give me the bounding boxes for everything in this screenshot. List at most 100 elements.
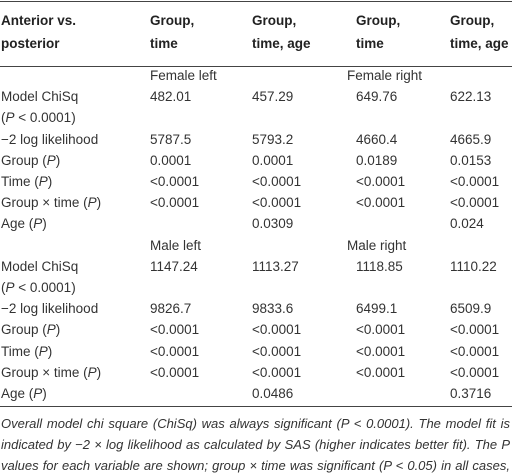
label-part: P bbox=[5, 280, 15, 295]
cell: 9826.7 bbox=[150, 301, 192, 317]
label-part: −2 log likelihood bbox=[1, 131, 99, 147]
header-cell: Group, bbox=[356, 13, 401, 28]
label-part: ) bbox=[42, 386, 47, 401]
cell: <0.0001 bbox=[356, 364, 406, 380]
label-part: ) bbox=[47, 174, 53, 189]
cell: 1110.22 bbox=[450, 258, 497, 274]
label-part: Model ChiSq bbox=[1, 258, 79, 274]
row-label: −2 log likelihood bbox=[1, 132, 98, 148]
label-part: Time ( bbox=[1, 343, 39, 359]
cell: <0.0001 bbox=[356, 343, 406, 359]
cell: <0.0001 bbox=[150, 364, 200, 380]
cell: <0.0001 bbox=[450, 174, 500, 189]
cell: 0.024 bbox=[450, 216, 484, 232]
cell: 4660.4 bbox=[356, 131, 398, 147]
cell: 1147.24 bbox=[150, 258, 198, 274]
cell: <0.0001 bbox=[252, 322, 302, 338]
cell: 0.0001 bbox=[150, 152, 192, 168]
cell: <0.0001 bbox=[450, 195, 500, 211]
label-part: ) bbox=[96, 364, 102, 380]
cell: 0.3716 bbox=[450, 386, 492, 401]
cell: 1113.27 bbox=[252, 258, 299, 274]
label-part: ) bbox=[55, 152, 61, 168]
label-part: ) bbox=[55, 322, 61, 338]
label-part: ) bbox=[47, 343, 53, 359]
label-part: −2 log likelihood bbox=[1, 301, 99, 317]
label-part: Group ( bbox=[1, 152, 47, 168]
label-part: ( bbox=[1, 110, 6, 126]
row-label: (P < 0.0001) bbox=[1, 110, 76, 126]
cell: <0.0001 bbox=[150, 195, 200, 211]
section-label: Male left bbox=[150, 237, 202, 253]
cell: 0.0189 bbox=[356, 152, 398, 168]
label-part: ( bbox=[1, 280, 6, 295]
label-part: Age ( bbox=[1, 386, 34, 401]
header-cell: Group, bbox=[252, 13, 297, 28]
label-part: P bbox=[46, 322, 56, 338]
cell: 622.13 bbox=[450, 89, 492, 105]
cell: 5793.2 bbox=[252, 131, 294, 147]
label-part: Age ( bbox=[1, 216, 34, 232]
cell: 649.76 bbox=[356, 89, 398, 105]
row-label: Group (P) bbox=[1, 322, 60, 338]
label-part: P bbox=[33, 216, 43, 232]
cell: <0.0001 bbox=[150, 174, 200, 189]
row-label: Age (P) bbox=[1, 386, 47, 402]
cell: 457.29 bbox=[252, 89, 294, 105]
section-label: Male right bbox=[347, 237, 407, 253]
label-part: P bbox=[38, 343, 48, 359]
cell: <0.0001 bbox=[252, 195, 302, 211]
cell: 0.0153 bbox=[450, 152, 492, 168]
row-label: Model ChiSq bbox=[1, 89, 78, 105]
cell: <0.0001 bbox=[252, 174, 302, 189]
row-label: (P < 0.0001) bbox=[1, 280, 76, 296]
label-part: P bbox=[33, 386, 43, 401]
cell: 4665.9 bbox=[450, 131, 492, 147]
header-cell: time, age bbox=[450, 36, 509, 51]
bottom-rule bbox=[0, 406, 512, 407]
row-label: Group (P) bbox=[1, 153, 60, 169]
row-label: Group × time (P) bbox=[1, 365, 101, 381]
cell: 9833.6 bbox=[252, 301, 294, 317]
header-rule bbox=[0, 66, 512, 67]
label-part: Model ChiSq bbox=[1, 89, 79, 105]
cell: 5787.5 bbox=[150, 131, 192, 147]
cell: 482.01 bbox=[150, 89, 192, 105]
label-part: Group × time ( bbox=[1, 195, 88, 211]
cell: <0.0001 bbox=[356, 322, 406, 338]
header-cell: Group, bbox=[450, 13, 495, 28]
label-part: P bbox=[5, 110, 15, 126]
header-cell: Anterior vs. bbox=[1, 13, 77, 28]
footnote: Overall model chi square (ChiSq) was alw… bbox=[1, 416, 510, 473]
top-rule bbox=[0, 1, 512, 2]
cell: 0.0001 bbox=[252, 152, 294, 168]
cell: <0.0001 bbox=[150, 343, 200, 359]
label-part: P bbox=[87, 364, 97, 380]
row-label: Time (P) bbox=[1, 174, 52, 190]
header-cell: Group, bbox=[150, 13, 195, 28]
label-part: < 0.0001) bbox=[14, 280, 76, 295]
cell: <0.0001 bbox=[356, 195, 406, 211]
cell: <0.0001 bbox=[450, 322, 500, 338]
cell: <0.0001 bbox=[252, 364, 302, 380]
label-part: < 0.0001) bbox=[14, 110, 76, 126]
header-cell: time bbox=[356, 36, 384, 51]
cell: <0.0001 bbox=[356, 174, 406, 189]
label-part: P bbox=[87, 195, 97, 211]
cell: 6509.9 bbox=[450, 301, 492, 317]
cell: <0.0001 bbox=[450, 343, 500, 359]
cell: 0.0309 bbox=[252, 216, 294, 232]
cell: <0.0001 bbox=[252, 343, 302, 359]
row-label: Time (P) bbox=[1, 344, 52, 360]
row-label: Group × time (P) bbox=[1, 195, 101, 211]
cell: <0.0001 bbox=[450, 364, 500, 380]
label-part: P bbox=[46, 152, 56, 168]
header-cell: time, age bbox=[252, 36, 311, 51]
label-part: ) bbox=[96, 195, 102, 211]
header-cell: time bbox=[150, 36, 178, 51]
cell: <0.0001 bbox=[150, 322, 200, 338]
row-label: Model ChiSq bbox=[1, 259, 78, 275]
row-label: −2 log likelihood bbox=[1, 301, 98, 317]
label-part: Time ( bbox=[1, 174, 39, 189]
label-part: ) bbox=[42, 216, 47, 232]
